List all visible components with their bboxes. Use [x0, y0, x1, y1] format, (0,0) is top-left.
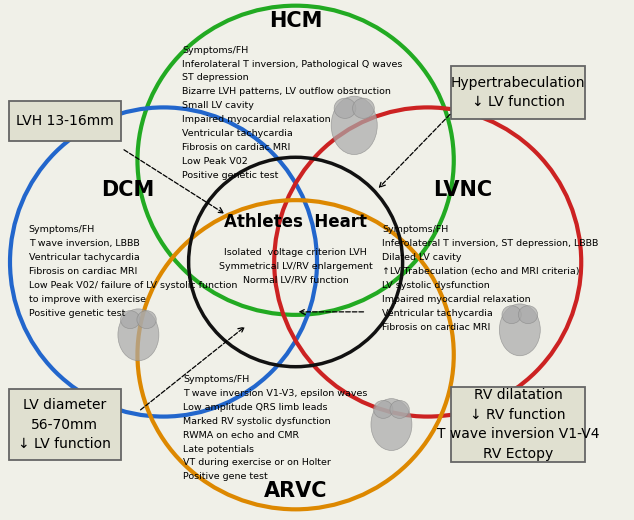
Text: Low amplitude QRS limb leads: Low amplitude QRS limb leads: [183, 402, 328, 412]
Text: Symptoms/FH: Symptoms/FH: [182, 46, 249, 55]
Text: Late potentials: Late potentials: [183, 445, 254, 453]
Ellipse shape: [502, 306, 521, 323]
Text: Inferolateral T inversion, Pathological Q waves: Inferolateral T inversion, Pathological …: [182, 59, 403, 69]
Text: DCM: DCM: [101, 180, 155, 200]
FancyBboxPatch shape: [9, 388, 120, 461]
Text: T wave inversion V1-V3, epsilon waves: T wave inversion V1-V3, epsilon waves: [183, 388, 368, 398]
Text: Symptoms/FH: Symptoms/FH: [382, 225, 448, 234]
Text: Fibrosis on cardiac MRI: Fibrosis on cardiac MRI: [182, 144, 290, 152]
Ellipse shape: [390, 400, 410, 419]
Text: Ventricular tachycardia: Ventricular tachycardia: [382, 309, 493, 318]
Text: LVNC: LVNC: [434, 180, 493, 200]
Text: ↑LV Trabeculation (echo and MRI criteria): ↑LV Trabeculation (echo and MRI criteria…: [382, 267, 579, 276]
Text: Isolated  voltage criterion LVH: Isolated voltage criterion LVH: [224, 248, 367, 257]
Text: T wave inversion, LBBB: T wave inversion, LBBB: [29, 239, 139, 248]
Ellipse shape: [353, 98, 374, 119]
Text: RV dilatation
↓ RV function
T wave inversion V1-V4
RV Ectopy: RV dilatation ↓ RV function T wave inver…: [437, 388, 599, 461]
Text: LV systolic dysfunction: LV systolic dysfunction: [382, 281, 490, 290]
Text: ST depression: ST depression: [182, 73, 249, 83]
Text: LVH 13-16mm: LVH 13-16mm: [16, 114, 113, 128]
Text: LV diameter
56-70mm
↓ LV function: LV diameter 56-70mm ↓ LV function: [18, 398, 112, 451]
Text: Inferolateral T inversion, ST depression, LBBB: Inferolateral T inversion, ST depression…: [382, 239, 598, 248]
Text: Hypertrabeculation
↓ LV function: Hypertrabeculation ↓ LV function: [451, 76, 585, 109]
Text: Low Peak V02/ failure of LV systolic function: Low Peak V02/ failure of LV systolic fun…: [29, 281, 237, 290]
Ellipse shape: [137, 310, 156, 329]
Ellipse shape: [373, 400, 393, 419]
Text: Fibrosis on cardiac MRI: Fibrosis on cardiac MRI: [29, 267, 137, 276]
Text: Symptoms/FH: Symptoms/FH: [183, 375, 249, 384]
Text: Bizarre LVH patterns, LV outflow obstruction: Bizarre LVH patterns, LV outflow obstruc…: [182, 87, 391, 97]
Text: Impaired myocardial relaxation: Impaired myocardial relaxation: [382, 295, 531, 304]
Ellipse shape: [331, 96, 377, 154]
Text: Low Peak V02: Low Peak V02: [182, 157, 248, 166]
Ellipse shape: [334, 98, 356, 119]
Ellipse shape: [519, 306, 538, 323]
Text: Symmetrical LV/RV enlargement: Symmetrical LV/RV enlargement: [219, 262, 373, 271]
FancyBboxPatch shape: [451, 387, 585, 462]
Text: Ventricular tachycardia: Ventricular tachycardia: [29, 253, 139, 262]
Ellipse shape: [371, 399, 412, 450]
Text: to improve with exercise: to improve with exercise: [29, 295, 146, 304]
Text: Normal LV/RV function: Normal LV/RV function: [243, 276, 349, 285]
Text: Ventricular tachycardia: Ventricular tachycardia: [182, 129, 293, 138]
Ellipse shape: [118, 309, 159, 361]
FancyBboxPatch shape: [9, 101, 120, 141]
Ellipse shape: [500, 304, 540, 356]
Text: Fibrosis on cardiac MRI: Fibrosis on cardiac MRI: [382, 323, 491, 332]
Text: ARVC: ARVC: [264, 482, 327, 501]
Text: Symptoms/FH: Symptoms/FH: [29, 225, 95, 234]
Text: Positive gene test: Positive gene test: [183, 473, 268, 482]
Text: RWMA on echo and CMR: RWMA on echo and CMR: [183, 431, 299, 439]
Text: Marked RV systolic dysfunction: Marked RV systolic dysfunction: [183, 417, 331, 425]
FancyBboxPatch shape: [451, 66, 585, 120]
Text: Positive genetic test: Positive genetic test: [29, 309, 125, 318]
Text: Impaired myocardial relaxation: Impaired myocardial relaxation: [182, 115, 331, 124]
Text: Dilated LV cavity: Dilated LV cavity: [382, 253, 462, 262]
Ellipse shape: [120, 310, 140, 329]
Text: VT during exercise or on Holter: VT during exercise or on Holter: [183, 459, 331, 467]
Text: HCM: HCM: [269, 10, 322, 31]
Text: Athletes  Heart: Athletes Heart: [224, 213, 367, 231]
Text: Positive genetic test: Positive genetic test: [182, 171, 278, 180]
Text: Small LV cavity: Small LV cavity: [182, 101, 254, 110]
